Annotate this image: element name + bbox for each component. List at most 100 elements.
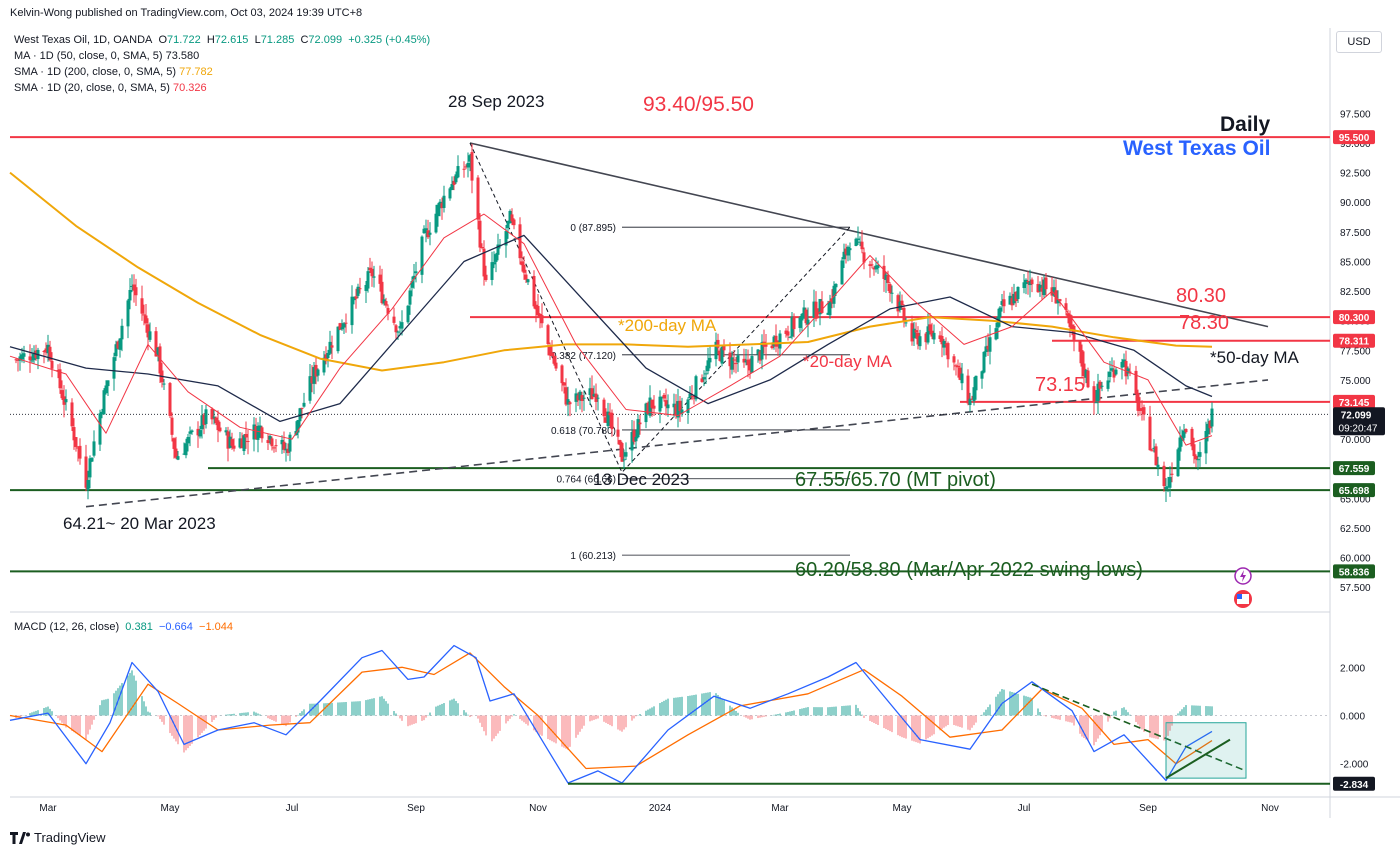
candle-body [730,357,734,370]
candle-body [448,188,452,199]
candle-body [650,399,654,408]
lightning-glyph [1240,570,1246,582]
sma20-value: 70.326 [172,82,207,94]
trendline [85,379,1269,508]
candle-body [520,261,524,266]
candle-body [240,438,244,449]
time-tick-label: Sep [407,803,425,814]
candle-body [32,353,36,361]
candle-body [1010,298,1014,306]
candle-body [1206,423,1210,435]
candle-body [630,432,634,451]
candle-body [308,376,312,401]
candle-body [748,363,752,371]
candle-body [858,241,862,243]
candle-body [456,166,460,178]
candle-body [1112,369,1116,378]
candle-body [1140,408,1144,410]
candle-body [930,330,934,337]
candle-body [806,319,810,325]
candle-body [902,307,906,321]
candle-body [1038,284,1042,291]
candle-body [816,316,820,318]
candle-body [172,438,176,449]
candle-body [602,399,606,417]
candle-body [788,336,792,338]
candle-body [370,268,374,277]
candle-body [944,344,948,346]
candle-body [504,231,508,246]
candle-body [1080,350,1084,367]
candle-body [886,275,890,283]
candle-body [938,335,942,339]
candle-body [358,288,362,290]
macd-low-badge-label: -2.834 [1340,780,1369,791]
candle-body [918,336,922,347]
candle-body [76,447,80,449]
macd-signal-value: −1.044 [199,621,233,633]
candle-body [42,350,46,352]
candle-body [884,274,888,280]
candle-body [120,325,124,340]
level-badge [1333,461,1375,476]
candle-body [398,326,402,329]
current-price-badge [1333,407,1385,436]
time-tick-label: May [893,803,912,814]
candle-body [282,441,286,450]
candle-body [1198,452,1202,457]
candle-body [746,359,750,366]
candle-body [728,352,732,367]
candle-body [58,369,62,389]
candle-body [742,358,746,363]
candle-body [1028,281,1032,286]
price-tick-label: 62.500 [1340,524,1371,535]
macd-low-badge [1333,776,1375,791]
price-tick-label: 87.500 [1340,228,1371,239]
currency-button[interactable]: USD [1336,31,1382,53]
candle-body [658,396,662,412]
macd-uptrend-line [1165,738,1231,779]
candle-body [774,335,778,347]
candle-body [686,399,690,414]
publisher-line: Kelvin-Wong published on TradingView.com… [10,7,363,19]
candle-body [912,328,916,339]
time-tick-label: Nov [1261,803,1279,814]
candle-body [442,195,446,208]
candle-body [128,289,132,301]
candle-body [1052,287,1056,296]
candle-body [846,246,850,256]
sma200-line [9,171,1213,372]
candle-body [78,445,82,459]
candle-body [1098,381,1102,389]
candle-body [834,283,838,288]
macd-line-value: −0.664 [158,621,193,633]
candle-body [354,296,358,299]
candle-body [566,399,570,405]
candle-body [428,232,432,235]
price-tick-label: 82.500 [1340,287,1371,298]
candle-body [590,388,594,400]
candle-body [790,316,794,337]
level-badge-label: 67.559 [1339,464,1370,475]
candle-body [356,286,360,296]
open-value: 71.722 [167,34,201,46]
candle-body [954,365,958,367]
time-tick-label: 2024 [649,803,672,814]
candle-body [494,254,498,262]
candle-body [16,359,20,361]
tradingview-logo-icon [10,831,30,844]
candle-body [1094,402,1098,404]
candle-body [814,301,818,319]
candle-body [302,402,306,407]
macd-tick-label: -2.000 [1340,760,1369,771]
candle-body [1070,324,1074,330]
candle-body [190,430,194,433]
candle-body [1014,291,1018,302]
level-badge-label: 78.311 [1339,337,1369,348]
candle-body [1120,361,1124,368]
candle-body [1192,444,1196,457]
level-badge [1333,483,1375,498]
candle-body [890,292,894,294]
candle-body [592,394,596,397]
